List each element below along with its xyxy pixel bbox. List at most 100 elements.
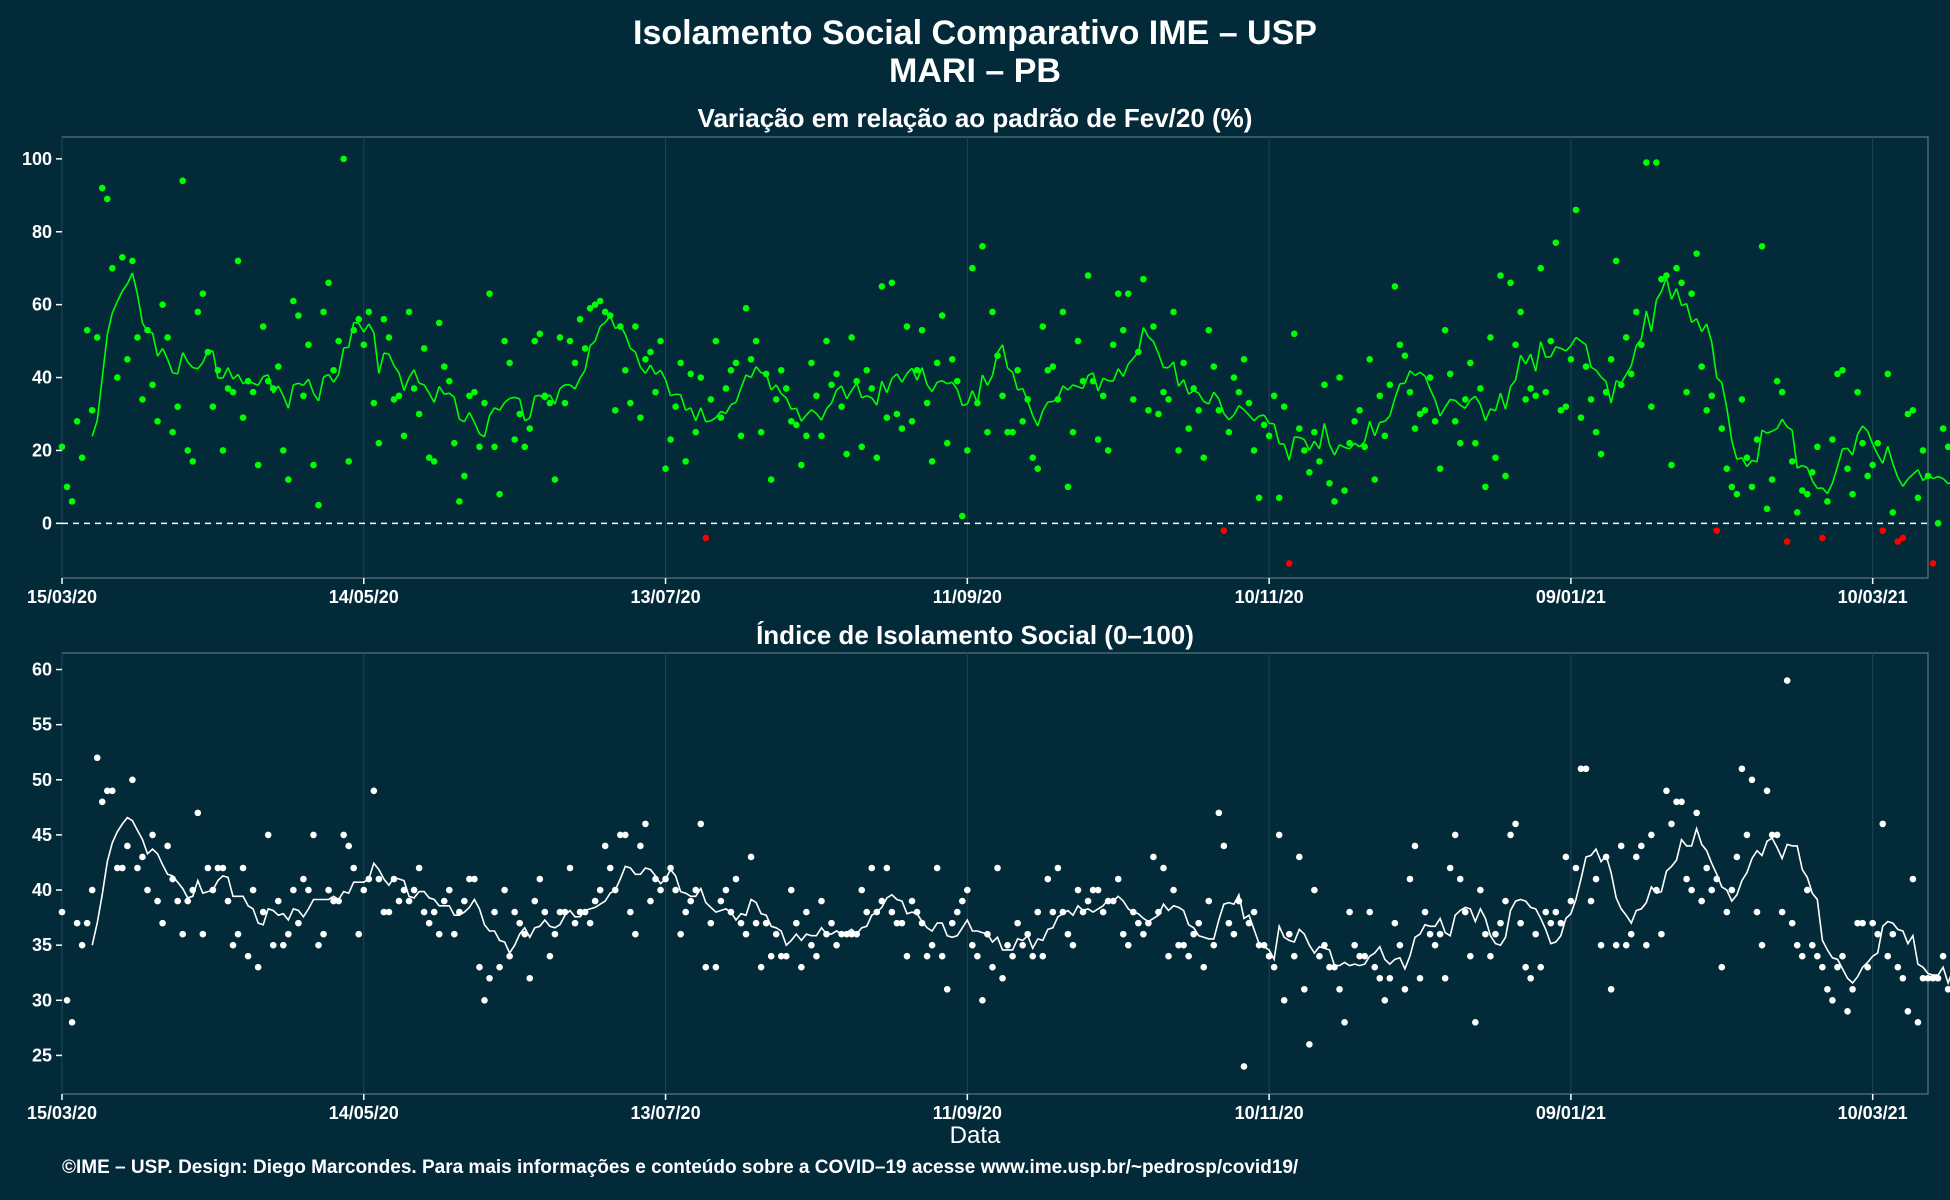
data-point: [798, 963, 805, 971]
data-point: [169, 428, 176, 436]
moving-average-segment: [670, 393, 676, 397]
data-point: [1290, 952, 1298, 960]
y-tick-label: 60: [32, 660, 52, 680]
y-tick-label: 45: [32, 825, 52, 845]
data-point: [204, 864, 212, 872]
data-point: [506, 359, 513, 367]
data-point: [405, 308, 413, 316]
data-point: [803, 432, 810, 440]
moving-average-segment: [871, 397, 878, 406]
data-point: [1658, 930, 1665, 938]
data-point: [1592, 875, 1600, 883]
moving-average-segment: [524, 417, 531, 422]
data-point: [375, 439, 383, 447]
moving-average-segment: [820, 408, 828, 421]
data-point: [737, 919, 745, 927]
data-point: [1482, 483, 1489, 491]
data-point: [335, 337, 342, 345]
data-point: [1014, 366, 1021, 374]
moving-average-segment: [1248, 414, 1255, 422]
data-point: [440, 897, 448, 905]
data-point: [1552, 239, 1560, 246]
moving-average-segment: [312, 392, 320, 402]
data-point: [561, 399, 569, 407]
moving-average-segment: [1912, 469, 1919, 475]
data-point: [546, 952, 554, 960]
x-tick-label: 15/03/20: [27, 1103, 97, 1123]
data-point: [1069, 941, 1077, 949]
data-point: [1135, 919, 1142, 927]
moving-average-segment: [750, 366, 757, 378]
data-point: [1351, 941, 1358, 949]
data-point: [184, 447, 192, 454]
data-point: [1809, 941, 1816, 949]
data-point: [1406, 388, 1414, 396]
data-point: [1416, 974, 1424, 982]
moving-average-segment: [775, 384, 782, 395]
data-point: [984, 930, 991, 938]
moving-average-segment: [353, 321, 359, 325]
data-point: [1069, 428, 1077, 436]
data-point: [752, 337, 760, 345]
moving-average-segment: [1695, 318, 1703, 333]
data-point: [1356, 952, 1363, 960]
data-point: [536, 330, 544, 338]
data-point: [269, 941, 277, 949]
data-point: [1814, 443, 1821, 451]
data-point: [1487, 952, 1494, 960]
data-point: [461, 472, 468, 480]
data-point: [1864, 963, 1871, 971]
moving-average-segment: [388, 353, 395, 366]
data-point: [1386, 974, 1394, 982]
data-point: [1944, 985, 1950, 993]
moving-average-segment: [1218, 398, 1225, 414]
moving-average-segment: [1655, 291, 1663, 301]
data-point: [913, 908, 921, 916]
data-point: [1587, 396, 1595, 403]
moving-average-segment: [1625, 365, 1632, 375]
data-point: [1366, 356, 1374, 363]
data-point: [601, 842, 609, 850]
moving-average-segment: [962, 403, 968, 407]
moving-average-segment: [378, 352, 385, 374]
data-point: [93, 334, 101, 341]
data-point: [697, 374, 705, 381]
data-point: [838, 403, 845, 411]
data-point: [114, 374, 121, 381]
data-point: [1768, 476, 1776, 483]
moving-average-segment: [126, 272, 134, 285]
data-point: [591, 897, 599, 905]
data-point: [1653, 159, 1660, 166]
moving-average-segment: [343, 346, 349, 349]
data-point: [1502, 897, 1509, 905]
data-point: [1225, 919, 1233, 927]
data-point: [400, 432, 408, 440]
data-point: [244, 952, 252, 960]
data-point: [1441, 326, 1449, 334]
data-point: [1285, 560, 1293, 567]
data-point: [124, 356, 131, 363]
moving-average-segment: [1464, 399, 1471, 409]
data-point: [1673, 798, 1680, 806]
moving-average-segment: [1881, 446, 1889, 464]
data-point: [1648, 403, 1655, 411]
data-point: [586, 304, 594, 312]
data-point: [1054, 864, 1062, 872]
data-point: [1124, 290, 1132, 298]
moving-average-segment: [483, 415, 491, 438]
data-point: [722, 886, 730, 894]
moving-average-segment: [1504, 386, 1512, 410]
moving-average-segment: [886, 378, 893, 393]
data-point: [1673, 264, 1680, 272]
data-point: [310, 831, 317, 839]
data-point: [1210, 941, 1218, 949]
moving-average-segment: [121, 283, 129, 292]
data-point: [73, 417, 81, 425]
moving-average-segment: [1751, 459, 1758, 463]
moving-average-segment: [262, 374, 269, 378]
data-point: [194, 809, 202, 817]
data-point: [1773, 377, 1781, 385]
data-point: [174, 897, 181, 905]
data-point: [1275, 831, 1283, 839]
data-point: [234, 257, 242, 265]
